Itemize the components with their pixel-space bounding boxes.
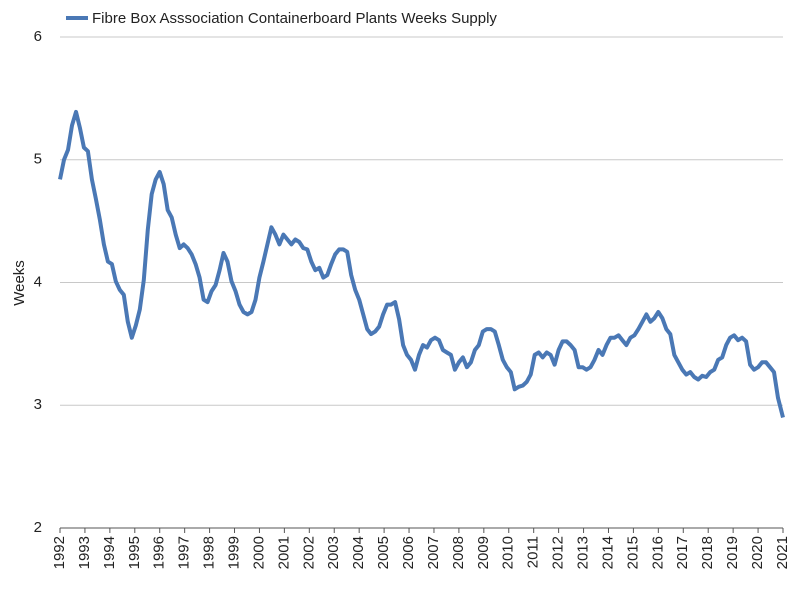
x-tick-label: 1999 [225,536,242,569]
y-tick-label: 5 [34,151,42,168]
x-tick-label: 2000 [250,536,267,569]
x-tick-label: 2007 [425,536,442,569]
x-tick-label: 2020 [749,536,766,569]
x-tick-label: 2019 [724,536,741,569]
x-tick-label: 2013 [575,536,592,569]
x-tick-label: 1995 [126,536,143,569]
x-tick-label: 2021 [774,536,791,569]
x-tick-label: 1993 [76,536,93,569]
x-tick-label: 2014 [599,536,616,569]
x-tick-label: 2005 [375,536,392,569]
x-tick-label: 2002 [300,536,317,569]
x-tick-label: 1998 [201,536,218,569]
y-tick-label: 6 [34,28,42,45]
x-tick-label: 2006 [400,536,417,569]
x-tick-label: 2016 [649,536,666,569]
legend-label: Fibre Box Asssociation Containerboard Pl… [92,10,497,27]
x-tick-label: 1992 [51,536,68,569]
y-tick-label: 2 [34,519,42,536]
y-axis-label: Weeks [11,260,28,306]
x-tick-label: 2011 [525,536,542,568]
y-tick-label: 4 [34,273,42,290]
x-tick-label: 2010 [500,536,517,569]
x-tick-label: 2008 [450,536,467,569]
x-tick-label: 1997 [176,536,193,569]
x-tick-label: 2009 [475,536,492,569]
x-tick-label: 1996 [151,536,168,569]
y-tick-label: 3 [34,396,42,413]
x-tick-label: 2017 [674,536,691,569]
x-tick-label: 2001 [275,536,292,569]
data-line [58,109,785,418]
x-tick-label: 1994 [101,536,118,569]
x-tick-label: 2015 [624,536,641,569]
x-tick-label: 2018 [699,536,716,569]
x-tick-label: 2012 [550,536,567,569]
x-tick-label: 2003 [325,536,342,569]
x-tick-label: 2004 [350,536,367,569]
